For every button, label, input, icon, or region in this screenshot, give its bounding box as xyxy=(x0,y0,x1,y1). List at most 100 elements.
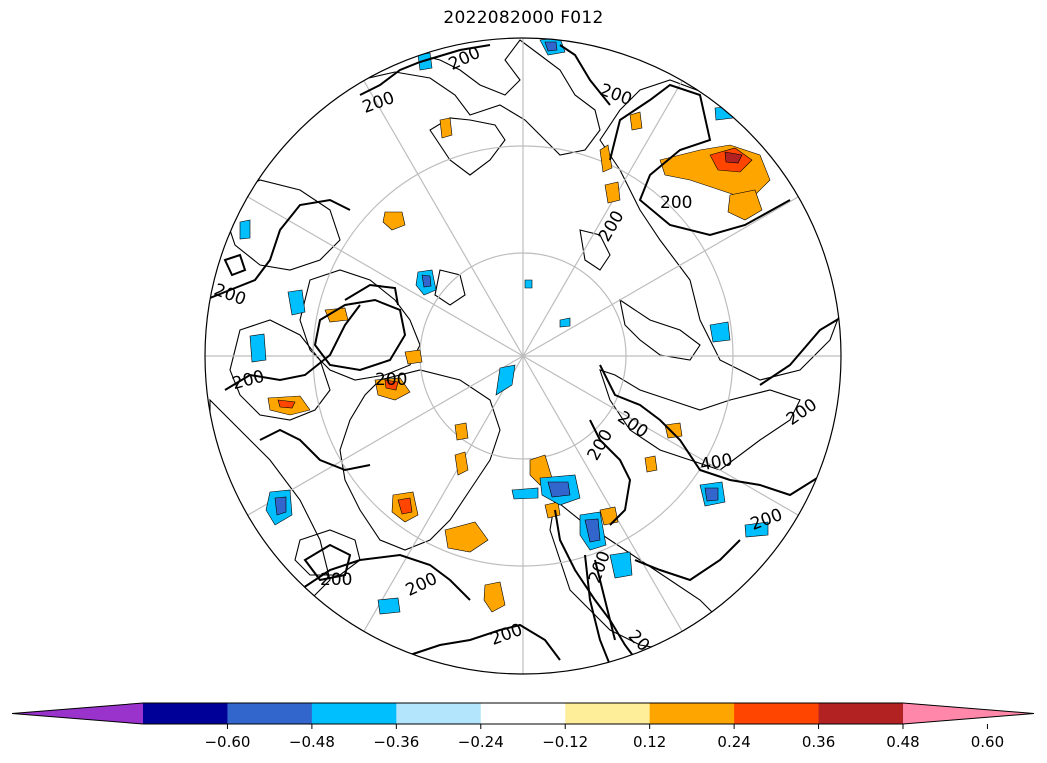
colorbar-tick-label: −0.36 xyxy=(373,733,419,751)
colorbar-tick-label: 0.48 xyxy=(886,733,919,751)
colorbar: −0.60 −0.48 −0.36 −0.24 −0.12 0.12 0.24 0.36 0.4… xyxy=(11,702,1035,751)
coastlines xyxy=(209,39,841,651)
contour-lines xyxy=(205,44,841,666)
colorbar-extend-low xyxy=(12,703,143,724)
contour-line xyxy=(634,539,741,582)
coast-iceland xyxy=(294,529,361,576)
colorbar-outline xyxy=(11,702,1035,725)
warm-patch xyxy=(599,144,613,173)
cold-patch xyxy=(524,279,533,289)
map-boundary xyxy=(204,37,842,675)
contour-line xyxy=(344,283,399,306)
map-title: 2022082000 F012 xyxy=(443,8,604,28)
coast-alaska xyxy=(549,498,721,651)
colorbar-tick-label: 0.36 xyxy=(802,733,835,751)
cold-patch xyxy=(274,496,287,516)
contour-line xyxy=(259,428,371,472)
warm-patch xyxy=(483,581,506,613)
coast-archipelago xyxy=(299,269,421,381)
contour-labels: 200 200 200 200 200 200 200 200 200 200 … xyxy=(211,43,821,664)
contour-label: 200 xyxy=(614,407,652,442)
colorbar-tick-label: 0.24 xyxy=(717,733,750,751)
warm-patch xyxy=(604,181,621,204)
cold-patch xyxy=(547,481,571,498)
warm-patch xyxy=(664,422,683,439)
cold-patch xyxy=(239,219,251,240)
colorbar-tick-label: −0.60 xyxy=(204,733,250,751)
contour-line xyxy=(299,553,471,601)
colorbar-tick-label: 0.12 xyxy=(633,733,666,751)
colorbar-box xyxy=(734,703,820,724)
cold-patch xyxy=(744,521,769,538)
warm-patch xyxy=(727,189,763,221)
warm-patch xyxy=(384,379,399,391)
cold-patch xyxy=(584,518,601,543)
cold-patch xyxy=(249,333,267,363)
colorbar-box xyxy=(565,703,651,724)
contour-line xyxy=(205,198,351,301)
contour-line xyxy=(589,419,632,526)
contour-line xyxy=(584,554,611,666)
contour-label: 200 xyxy=(783,395,821,430)
colorbar-extend-high xyxy=(903,703,1034,724)
coast-baffin xyxy=(229,319,331,421)
anomaly-patches xyxy=(239,38,771,615)
cold-patch xyxy=(559,317,571,328)
cold-patch xyxy=(511,487,539,500)
coast-chukotka xyxy=(599,369,801,471)
map-disk: 200 200 200 200 200 200 200 200 200 200 … xyxy=(205,38,841,674)
colorbar-tick-label: 0.60 xyxy=(971,733,1004,751)
contour-label: 200 xyxy=(403,569,441,601)
cold-patch xyxy=(609,551,633,579)
warm-patch xyxy=(544,501,561,519)
contour-line xyxy=(759,314,841,386)
contour-label: 200 xyxy=(230,367,267,395)
colorbar-box xyxy=(311,703,397,724)
contour-label: 200 xyxy=(660,193,692,213)
warm-patch xyxy=(454,422,469,441)
contour-line xyxy=(599,364,841,497)
coast-labrador xyxy=(219,179,341,271)
coast-greenland xyxy=(339,369,501,551)
cold-patch xyxy=(704,487,719,502)
warm-patch xyxy=(439,117,453,139)
cold-patch xyxy=(714,105,734,121)
warm-patch xyxy=(599,506,619,526)
contour-line xyxy=(224,304,361,391)
colorbar-tick-label: −0.24 xyxy=(458,733,504,751)
graticule xyxy=(205,38,841,674)
warm-patch xyxy=(397,497,413,515)
contour-label: 200 xyxy=(375,370,407,390)
colorbar-box xyxy=(143,703,228,724)
contour-label: 200 xyxy=(320,570,352,590)
contour-line xyxy=(409,623,561,661)
warm-patch xyxy=(277,399,296,409)
cold-patch xyxy=(709,321,731,343)
colorbar-tick-label: −0.48 xyxy=(289,733,335,751)
coast-svalbard xyxy=(434,269,466,306)
contour-line xyxy=(559,44,611,106)
colorbar-box xyxy=(649,703,735,724)
colorbar-tick-label: −0.12 xyxy=(542,733,588,751)
warm-patch xyxy=(644,455,658,473)
coast-taymyr xyxy=(619,298,701,361)
cold-patch xyxy=(495,364,516,396)
contour-label: 200 xyxy=(748,505,785,535)
contour-label: 200 xyxy=(585,549,615,586)
colorbar-box xyxy=(396,703,482,724)
colorbar-box xyxy=(227,703,313,724)
coast-novaya xyxy=(579,229,611,271)
contour-line xyxy=(594,559,616,641)
contour-label: 200 xyxy=(488,620,525,650)
colorbar-box xyxy=(818,703,904,724)
contour-line xyxy=(359,44,491,96)
contour-line xyxy=(303,543,352,582)
warm-patch xyxy=(444,521,489,553)
contour-line xyxy=(223,253,247,277)
warm-patch xyxy=(382,211,406,231)
contour-label: 200 xyxy=(597,80,634,110)
cold-patch xyxy=(544,41,558,52)
contour-line xyxy=(313,298,407,372)
coast-scandinavia xyxy=(429,117,506,176)
